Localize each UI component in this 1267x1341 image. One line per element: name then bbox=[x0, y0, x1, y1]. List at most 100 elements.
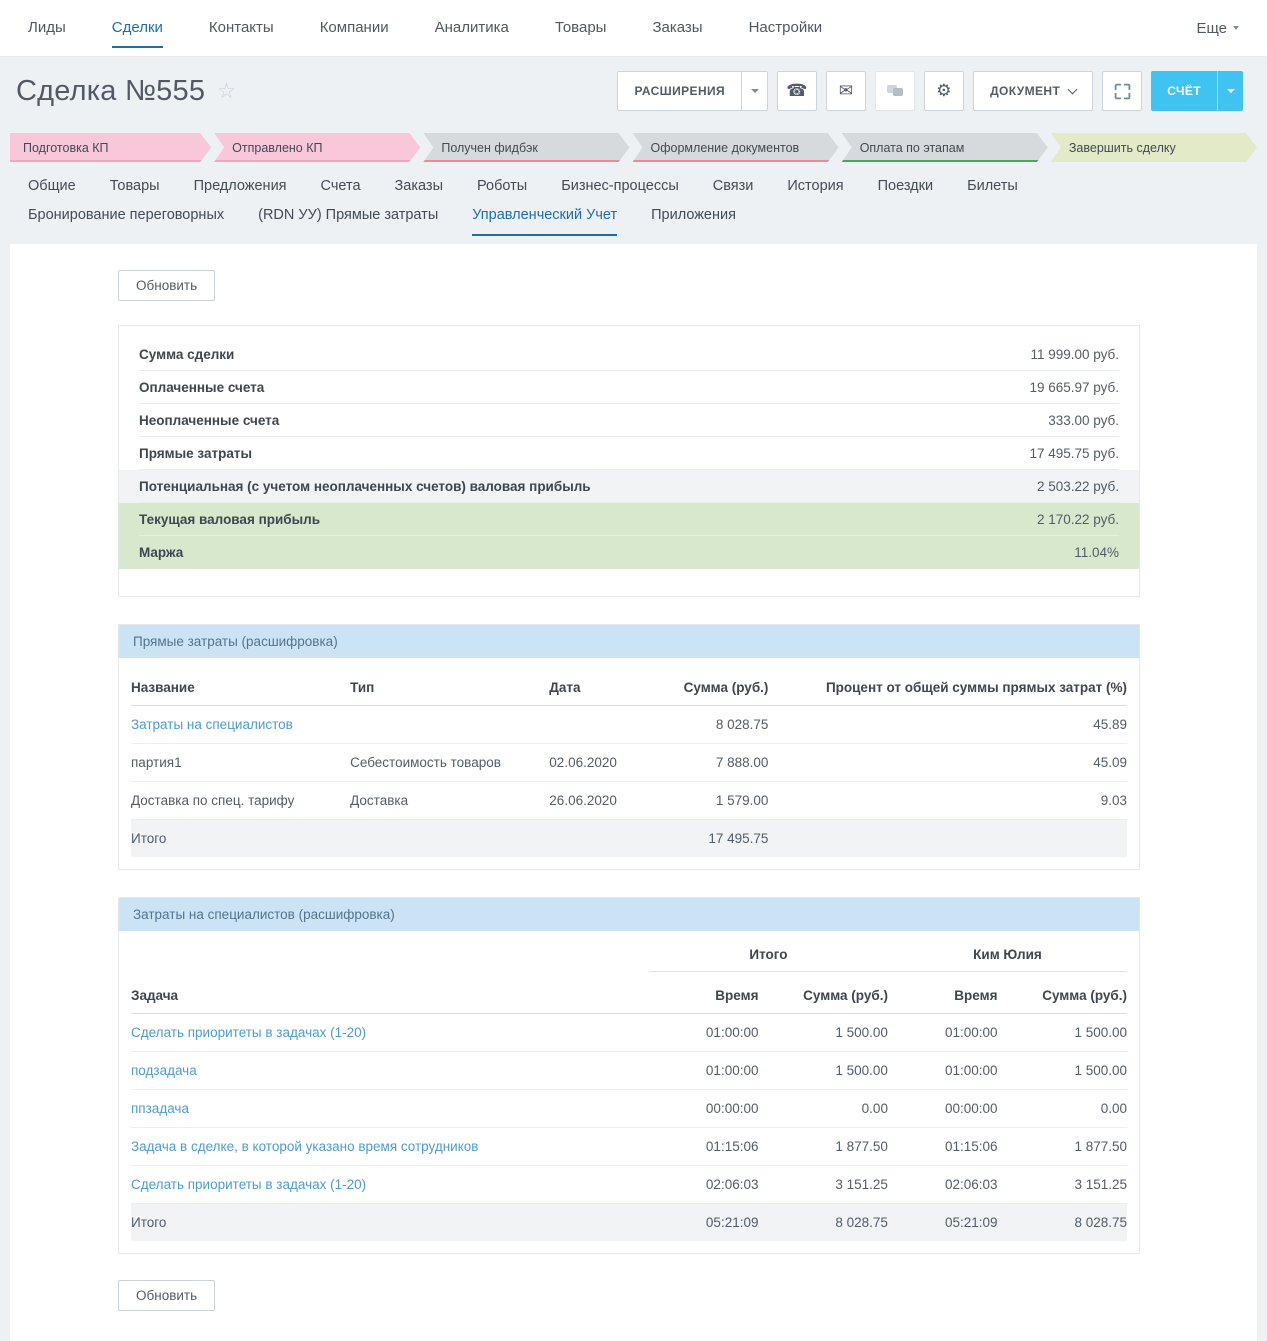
nav-item-orders[interactable]: Заказы bbox=[652, 0, 702, 56]
nav-item-products[interactable]: Товары bbox=[555, 0, 607, 56]
stage-item[interactable]: Оплата по этапам bbox=[842, 133, 1048, 162]
column-header-sum: Сумма (руб.) bbox=[669, 664, 769, 706]
expand-icon bbox=[1114, 83, 1131, 100]
summary-label: Неоплаченные счета bbox=[139, 413, 279, 428]
deal-summary-card: Сумма сделки 11 999.00 руб. Оплаченные с… bbox=[118, 325, 1140, 597]
invoice-button[interactable]: СЧЁТ bbox=[1151, 71, 1243, 111]
cost-link[interactable]: Затраты на специалистов bbox=[131, 717, 293, 732]
column-header-task: Задача bbox=[131, 972, 649, 1014]
group-header-employee: Ким Юлия bbox=[888, 937, 1127, 972]
table-row: ппзадача 00:00:00 0.00 00:00:00 0.00 bbox=[131, 1090, 1127, 1128]
fullscreen-button[interactable] bbox=[1102, 71, 1142, 111]
nav-item-companies[interactable]: Компании bbox=[320, 0, 389, 56]
summary-label: Потенциальная (с учетом неоплаченных сче… bbox=[139, 479, 591, 494]
summary-value: 11.04% bbox=[1074, 545, 1119, 560]
invoice-label: СЧЁТ bbox=[1151, 71, 1217, 111]
chat-icon bbox=[887, 85, 904, 97]
summary-value: 11 999.00 руб. bbox=[1030, 347, 1119, 362]
nav-item-contacts[interactable]: Контакты bbox=[209, 0, 274, 56]
refresh-button-bottom[interactable]: Обновить bbox=[118, 1280, 215, 1311]
summary-label: Текущая валовая прибыль bbox=[139, 512, 320, 527]
nav-item-leads[interactable]: Лиды bbox=[28, 0, 66, 56]
tab-orders[interactable]: Заказы bbox=[395, 178, 443, 207]
column-header-type: Тип bbox=[350, 664, 549, 706]
page-title: Сделка №555 bbox=[16, 75, 205, 108]
summary-row: Потенциальная (с учетом неоплаченных сче… bbox=[119, 470, 1139, 503]
direct-costs-table: Название Тип Дата Сумма (руб.) Процент о… bbox=[131, 664, 1127, 857]
tab-history[interactable]: История bbox=[787, 178, 843, 207]
gear-icon: ⚙ bbox=[936, 81, 952, 101]
table-total-row: Итого 05:21:09 8 028.75 05:21:09 8 028.7… bbox=[131, 1204, 1127, 1242]
summary-row: Сумма сделки 11 999.00 руб. bbox=[119, 338, 1139, 371]
invoice-dropdown[interactable] bbox=[1217, 71, 1243, 111]
extensions-label: РАСШИРЕНИЯ bbox=[618, 72, 741, 110]
tab-general[interactable]: Общие bbox=[28, 178, 76, 207]
summary-row: Прямые затраты 17 495.75 руб. bbox=[119, 437, 1139, 470]
stage-item[interactable]: Получен фидбэк bbox=[423, 133, 629, 162]
stage-item[interactable]: Отправлено КП bbox=[214, 133, 420, 162]
nav-more-label: Еще bbox=[1196, 20, 1227, 37]
refresh-button-top[interactable]: Обновить bbox=[118, 270, 215, 301]
table-row: Сделать приоритеты в задачах (1-20) 01:0… bbox=[131, 1014, 1127, 1052]
task-link[interactable]: подзадача bbox=[131, 1063, 197, 1078]
table-row: подзадача 01:00:00 1 500.00 01:00:00 1 5… bbox=[131, 1052, 1127, 1090]
summary-row: Маржа 11.04% bbox=[119, 536, 1139, 569]
specialist-costs-section: Затраты на специалистов (расшифровка) Ит… bbox=[118, 897, 1140, 1254]
page-header: Сделка №555 ☆ РАСШИРЕНИЯ ☎ ✉ ⚙ ДОКУМЕНТ bbox=[0, 56, 1267, 121]
task-link[interactable]: ппзадача bbox=[131, 1101, 189, 1116]
column-header-sum: Сумма (руб.) bbox=[998, 972, 1128, 1014]
email-button[interactable]: ✉ bbox=[826, 71, 866, 111]
summary-label: Оплаченные счета bbox=[139, 380, 264, 395]
chat-button bbox=[875, 71, 915, 111]
nav-item-deals[interactable]: Сделки bbox=[112, 0, 163, 56]
stage-item[interactable]: Оформление документов bbox=[633, 133, 839, 162]
column-header-name: Название bbox=[131, 664, 350, 706]
summary-row: Текущая валовая прибыль 2 170.22 руб. bbox=[119, 503, 1139, 536]
tab-meeting-rooms[interactable]: Бронирование переговорных bbox=[28, 207, 224, 236]
tab-invoices[interactable]: Счета bbox=[321, 178, 361, 207]
settings-button[interactable]: ⚙ bbox=[924, 71, 964, 111]
document-button[interactable]: ДОКУМЕНТ bbox=[973, 71, 1093, 111]
extensions-button[interactable]: РАСШИРЕНИЯ bbox=[617, 71, 768, 111]
column-header-time: Время bbox=[649, 972, 759, 1014]
deal-stage-bar: Подготовка КП Отправлено КП Получен фидб… bbox=[0, 133, 1267, 162]
task-link[interactable]: Задача в сделке, в которой указано время… bbox=[131, 1139, 478, 1154]
table-row: Сделать приоритеты в задачах (1-20) 02:0… bbox=[131, 1166, 1127, 1204]
tab-business-processes[interactable]: Бизнес-процессы bbox=[561, 178, 679, 207]
stage-item[interactable]: Подготовка КП bbox=[10, 133, 211, 162]
stage-item[interactable]: Завершить сделку bbox=[1051, 133, 1257, 162]
nav-item-analytics[interactable]: Аналитика bbox=[435, 0, 509, 56]
nav-item-settings[interactable]: Настройки bbox=[749, 0, 823, 56]
summary-label: Прямые затраты bbox=[139, 446, 252, 461]
main-panel: Обновить Сумма сделки 11 999.00 руб. Опл… bbox=[10, 244, 1257, 1341]
chevron-down-icon bbox=[1233, 26, 1239, 30]
favorite-star-icon[interactable]: ☆ bbox=[217, 79, 236, 104]
summary-value: 19 665.97 руб. bbox=[1029, 380, 1119, 395]
task-link[interactable]: Сделать приоритеты в задачах (1-20) bbox=[131, 1177, 366, 1192]
tab-links[interactable]: Связи bbox=[713, 178, 754, 207]
section-title: Затраты на специалистов (расшифровка) bbox=[119, 898, 1139, 931]
tab-robots[interactable]: Роботы bbox=[477, 178, 527, 207]
summary-value: 333.00 руб. bbox=[1048, 413, 1119, 428]
tab-proposals[interactable]: Предложения bbox=[194, 178, 287, 207]
summary-row: Оплаченные счета 19 665.97 руб. bbox=[119, 371, 1139, 404]
summary-row: Неоплаченные счета 333.00 руб. bbox=[119, 404, 1139, 437]
tab-applications[interactable]: Приложения bbox=[651, 207, 736, 236]
summary-label: Сумма сделки bbox=[139, 347, 234, 362]
task-link[interactable]: Сделать приоритеты в задачах (1-20) bbox=[131, 1025, 366, 1040]
chevron-down-icon bbox=[1227, 89, 1235, 93]
call-button[interactable]: ☎ bbox=[777, 71, 817, 111]
chevron-down-icon bbox=[1068, 84, 1078, 94]
table-row: партия1 Себестоимость товаров 02.06.2020… bbox=[131, 744, 1127, 782]
nav-more-menu[interactable]: Еще bbox=[1196, 20, 1239, 37]
specialist-costs-table: Итого Ким Юлия Задача Время Сумма (руб.)… bbox=[131, 937, 1127, 1241]
phone-icon: ☎ bbox=[786, 81, 808, 101]
tab-management-accounting[interactable]: Управленческий Учет bbox=[472, 207, 617, 236]
tab-trips[interactable]: Поездки bbox=[878, 178, 933, 207]
table-total-row: Итого 17 495.75 bbox=[131, 820, 1127, 858]
tab-products[interactable]: Товары bbox=[110, 178, 160, 207]
extensions-dropdown[interactable] bbox=[741, 72, 767, 110]
chevron-down-icon bbox=[751, 89, 759, 93]
tab-tickets[interactable]: Билеты bbox=[967, 178, 1018, 207]
tab-rdn-direct-costs[interactable]: (RDN УУ) Прямые затраты bbox=[258, 207, 438, 236]
